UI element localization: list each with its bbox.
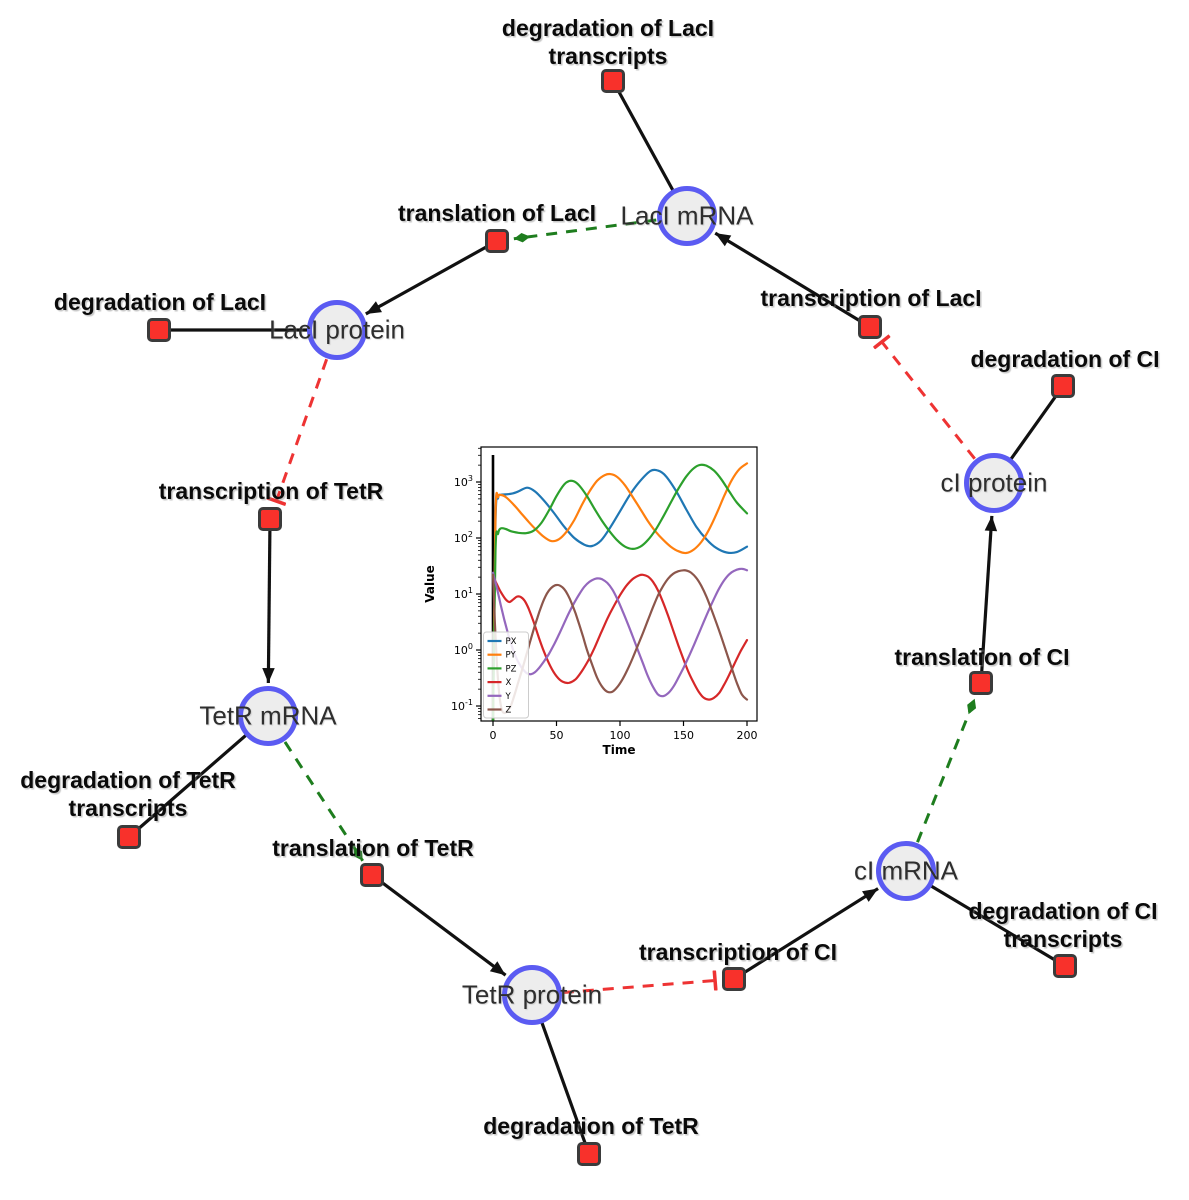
- reaction-label-deg-tetr: degradation of TetR: [483, 1112, 699, 1140]
- x-tick-label: 100: [610, 729, 631, 742]
- reaction-label-line: degradation of CI: [968, 898, 1158, 924]
- series-curve-px: [491, 468, 749, 721]
- series-curve-z: [491, 569, 749, 715]
- species-label-tetr-protein: TetR protein: [461, 979, 603, 1010]
- series-curve-py: [491, 462, 749, 721]
- edge-production-translation-tetr-to-tetr-protein: [371, 873, 507, 977]
- edge-production-translation-ci-to-ci-protein: [979, 515, 998, 684]
- reaction-label-line: transcription of TetR: [158, 478, 384, 504]
- reaction-node-deg-tetr[interactable]: [577, 1142, 601, 1166]
- reaction-label-line: transcription of CI: [638, 939, 838, 965]
- reaction-node-translation-ci[interactable]: [969, 671, 993, 695]
- reaction-label-deg-ci-transcripts: degradation of CI transcripts: [968, 897, 1157, 953]
- edge-consumption-ci-mrna-to-deg-ci-transcripts: [905, 869, 1066, 968]
- edge-inhibition-tetr-protein-to-transcription-ci: [562, 981, 715, 995]
- reaction-label-transcription-tetr: transcription of TetR: [159, 477, 383, 505]
- reaction-node-deg-laci[interactable]: [147, 318, 171, 342]
- legend-label-x: X: [506, 678, 512, 688]
- reaction-label-line: transcripts: [1003, 926, 1123, 952]
- legend-label-y: Y: [505, 692, 512, 702]
- reaction-label-transcription-ci: transcription of CI: [639, 938, 837, 966]
- species-node-laci-mrna[interactable]: [657, 186, 717, 246]
- reaction-label-line: degradation of LacI: [501, 15, 715, 41]
- species-node-tetr-mrna[interactable]: [238, 686, 298, 746]
- edge-modifier-ci-mrna-to-translation-ci: [916, 698, 977, 843]
- reaction-label-translation-laci: translation of LacI: [398, 199, 596, 227]
- edge-production-transcription-tetr-to-tetr-mrna: [262, 518, 275, 684]
- legend-label-z: Z: [506, 706, 512, 716]
- x-tick-label: 150: [673, 729, 694, 742]
- edge-modifier-laci-mrna-to-translation-laci: [513, 218, 657, 243]
- reaction-node-translation-tetr[interactable]: [360, 863, 384, 887]
- legend-label-py: PY: [506, 651, 517, 661]
- reaction-label-line: translation of TetR: [272, 835, 474, 861]
- species-label-ci-mrna: cI mRNA: [854, 855, 958, 886]
- y-tick-label: 100: [454, 642, 473, 657]
- reaction-node-transcription-ci[interactable]: [722, 967, 746, 991]
- edge-production-transcription-ci-to-ci-mrna: [733, 887, 879, 981]
- species-label-ci-protein: cI protein: [940, 467, 1048, 498]
- reaction-label-deg-tetr-transcripts: degradation of TetR transcripts: [20, 766, 236, 822]
- reaction-label-line: transcription of LacI: [760, 285, 982, 311]
- series-curve-x: [491, 573, 749, 701]
- reaction-label-transcription-laci: transcription of LacI: [760, 284, 981, 312]
- reaction-node-deg-ci[interactable]: [1051, 374, 1075, 398]
- species-node-ci-mrna[interactable]: [876, 841, 936, 901]
- x-axis-label: Time: [603, 743, 636, 757]
- species-label-tetr-mrna: TetR mRNA: [199, 700, 337, 731]
- reaction-node-deg-laci-transcripts[interactable]: [601, 69, 625, 93]
- reaction-label-deg-laci: degradation of LacI: [54, 288, 266, 316]
- reaction-label-line: translation of LacI: [397, 200, 597, 226]
- reaction-label-deg-laci-transcripts: degradation of LacI transcripts: [502, 14, 714, 70]
- reaction-label-translation-ci: translation of CI: [894, 643, 1069, 671]
- reaction-label-translation-tetr: translation of TetR: [272, 834, 473, 862]
- species-node-laci-protein[interactable]: [307, 300, 367, 360]
- reaction-label-line: degradation of TetR: [20, 767, 236, 793]
- y-tick-label: 10-1: [451, 698, 473, 713]
- series-curve-y: [491, 567, 749, 698]
- edge-modifier-tetr-mrna-to-translation-tetr: [283, 741, 364, 862]
- x-tick-label: 50: [550, 729, 564, 742]
- species-label-laci-mrna: LacI mRNA: [620, 200, 754, 231]
- reaction-label-deg-ci: degradation of CI: [970, 345, 1159, 373]
- y-axis-label: Value: [423, 565, 437, 603]
- legend-label-pz: PZ: [506, 664, 517, 674]
- x-tick-label: 0: [490, 729, 497, 742]
- edge-inhibition-laci-protein-to-transcription-tetr: [276, 358, 329, 501]
- legend-label-px: PX: [506, 637, 517, 647]
- reaction-node-transcription-laci[interactable]: [858, 315, 882, 339]
- time-series-plot: 103 102 101 100 10-1 0 50 100 150 200 Time Value PX P…: [423, 446, 758, 757]
- species-node-tetr-protein[interactable]: [502, 965, 562, 1025]
- reaction-label-line: degradation of TetR: [483, 1113, 699, 1139]
- edge-inhibition-ci-protein-to-transcription-laci: [882, 342, 976, 460]
- reaction-label-line: degradation of CI: [970, 346, 1160, 372]
- y-tick-label: 103: [454, 474, 473, 489]
- reaction-label-line: transcripts: [548, 43, 668, 69]
- edge-production-translation-laci-to-laci-protein: [365, 239, 498, 316]
- series-curve-pz: [491, 463, 749, 721]
- species-label-laci-protein: LacI protein: [269, 314, 405, 345]
- edge-production-transcription-laci-to-laci-mrna: [714, 231, 871, 329]
- species-node-ci-protein[interactable]: [964, 453, 1024, 513]
- y-tick-label: 102: [454, 530, 473, 545]
- reaction-node-deg-tetr-transcripts[interactable]: [117, 825, 141, 849]
- reaction-label-line: degradation of LacI: [53, 289, 267, 315]
- x-tick-label: 200: [737, 729, 758, 742]
- reaction-label-line: translation of CI: [894, 644, 1070, 670]
- reaction-label-line: transcripts: [68, 795, 188, 821]
- plot-frame: [480, 446, 758, 722]
- reaction-node-transcription-tetr[interactable]: [258, 507, 282, 531]
- reaction-node-deg-ci-transcripts[interactable]: [1053, 954, 1077, 978]
- reaction-node-translation-laci[interactable]: [485, 229, 509, 253]
- y-tick-label: 101: [454, 586, 473, 601]
